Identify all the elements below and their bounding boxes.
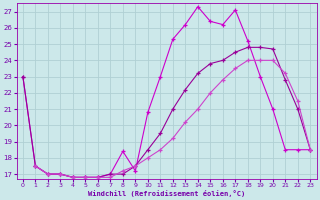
X-axis label: Windchill (Refroidissement éolien,°C): Windchill (Refroidissement éolien,°C) [88, 190, 245, 197]
